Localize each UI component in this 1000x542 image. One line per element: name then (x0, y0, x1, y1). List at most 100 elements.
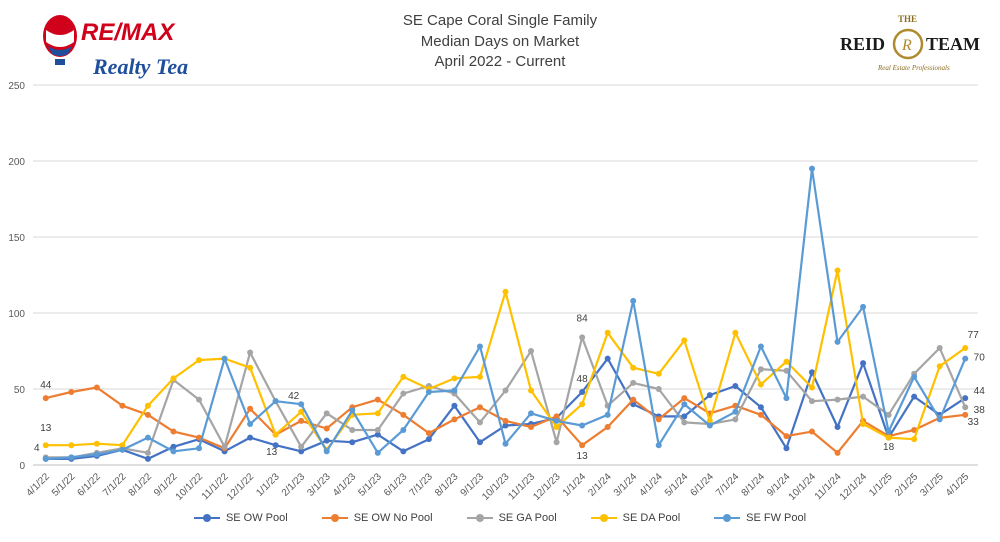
data-point-se-fw-pool (579, 422, 586, 429)
data-point-se-da-pool (170, 375, 177, 382)
data-point-se-fw-pool (604, 411, 611, 418)
data-point-se-ow-no-pool (42, 395, 49, 402)
data-label: 84 (577, 313, 589, 324)
y-tick-label: 250 (8, 81, 25, 92)
data-point-se-ow-no-pool (170, 428, 177, 435)
data-point-se-ga-pool (374, 427, 381, 434)
data-point-se-ga-pool (936, 344, 943, 351)
x-tick-label: 7/1/23 (408, 471, 436, 499)
x-tick-label: 4/1/25 (944, 471, 972, 499)
data-point-se-da-pool (451, 375, 458, 382)
data-point-se-fw-pool (706, 422, 713, 429)
data-point-se-ga-pool (476, 419, 483, 426)
data-point-se-ow-no-pool (298, 417, 305, 424)
data-point-se-da-pool (911, 436, 918, 443)
data-point-se-da-pool (400, 373, 407, 380)
data-point-se-ow-no-pool (579, 442, 586, 449)
y-tick-label: 200 (8, 157, 25, 168)
chart-subtitle-2: April 2022 - Current (434, 53, 566, 70)
data-point-se-ow-no-pool (681, 395, 688, 402)
data-point-se-ga-pool (885, 411, 892, 418)
data-point-se-fw-pool (425, 389, 432, 396)
data-point-se-fw-pool (502, 440, 509, 447)
legend-swatch (193, 514, 220, 522)
data-point-se-da-pool (68, 442, 75, 449)
data-point-se-da-pool (528, 387, 535, 394)
data-point-se-fw-pool (247, 420, 254, 427)
data-point-se-da-pool (860, 420, 867, 427)
y-tick-label: 50 (14, 385, 26, 396)
data-point-se-ow-pool (400, 448, 407, 455)
x-tick-label: 7/1/24 (714, 471, 742, 499)
data-point-se-da-pool (476, 373, 483, 380)
data-point-se-fw-pool (553, 417, 560, 424)
data-point-se-ga-pool (962, 404, 969, 411)
data-point-se-da-pool (732, 329, 739, 336)
data-point-se-ow-no-pool (757, 411, 764, 418)
data-point-se-fw-pool (42, 455, 49, 462)
data-point-se-ow-no-pool (68, 389, 75, 396)
x-tick-label: 12/1/24 (838, 471, 870, 503)
x-tick-label: 6/1/22 (76, 471, 104, 499)
data-point-se-ow-no-pool (476, 404, 483, 411)
data-point-se-da-pool (272, 431, 279, 438)
data-point-se-da-pool (93, 440, 100, 447)
data-label: 13 (577, 451, 589, 462)
data-point-se-fw-pool (272, 398, 279, 405)
data-point-se-fw-pool (93, 451, 100, 458)
data-point-se-ow-pool (604, 355, 611, 362)
data-point-se-ow-no-pool (783, 433, 790, 440)
data-point-se-ga-pool (323, 410, 330, 417)
data-point-se-da-pool (42, 442, 49, 449)
data-point-se-da-pool (298, 408, 305, 415)
data-point-se-ow-no-pool (425, 430, 432, 437)
data-point-se-da-pool (885, 434, 892, 441)
data-label: 77 (968, 330, 980, 341)
data-point-se-ow-no-pool (962, 411, 969, 418)
data-point-se-ow-no-pool (144, 411, 151, 418)
data-point-se-ow-pool (579, 389, 586, 396)
data-point-se-ow-no-pool (119, 402, 126, 409)
data-point-se-fw-pool (885, 428, 892, 435)
data-point-se-ow-pool (323, 437, 330, 444)
data-point-se-ga-pool (732, 416, 739, 423)
data-point-se-fw-pool (783, 395, 790, 402)
remax-sub: Realty Team (92, 54, 188, 79)
data-point-se-ga-pool (196, 396, 203, 403)
data-label: 4 (34, 443, 40, 454)
reid-the: THE (898, 14, 917, 24)
data-point-se-ow-pool (170, 443, 177, 450)
data-point-se-da-pool (757, 381, 764, 388)
x-tick-label: 1/1/24 (561, 471, 589, 499)
legend-label: SE DA Pool (622, 512, 681, 524)
x-tick-label: 3/1/25 (918, 471, 946, 499)
data-point-se-da-pool (808, 384, 815, 391)
x-tick-label: 4/1/24 (637, 471, 665, 499)
data-point-se-fw-pool (68, 454, 75, 461)
data-point-se-da-pool (604, 329, 611, 336)
data-point-se-da-pool (783, 358, 790, 365)
data-label: 48 (577, 374, 589, 385)
data-point-se-ga-pool (144, 449, 151, 456)
data-point-se-ow-pool (502, 422, 509, 429)
reid-brand: REID (840, 34, 885, 54)
data-point-se-da-pool (962, 344, 969, 351)
chart-subtitle: Median Days on Market (420, 33, 580, 50)
data-point-se-fw-pool (476, 343, 483, 350)
data-point-se-ow-no-pool (374, 396, 381, 403)
x-tick-label: 12/1/23 (531, 471, 563, 503)
data-point-se-fw-pool (834, 338, 841, 345)
data-label: 18 (883, 442, 895, 453)
legend-swatch (466, 514, 493, 522)
data-label: 13 (40, 423, 52, 434)
data-label: 44 (40, 380, 52, 391)
data-point-se-ow-no-pool (502, 417, 509, 424)
data-point-se-da-pool (196, 357, 203, 364)
data-point-se-ow-no-pool (528, 424, 535, 430)
x-tick-label: 12/1/22 (225, 471, 257, 503)
balloon-icon (43, 15, 77, 65)
data-point-se-ga-pool (579, 334, 586, 341)
data-point-se-da-pool (247, 364, 254, 371)
legend-swatch (590, 514, 617, 522)
chart-title: SE Cape Coral Single Family (402, 12, 598, 29)
